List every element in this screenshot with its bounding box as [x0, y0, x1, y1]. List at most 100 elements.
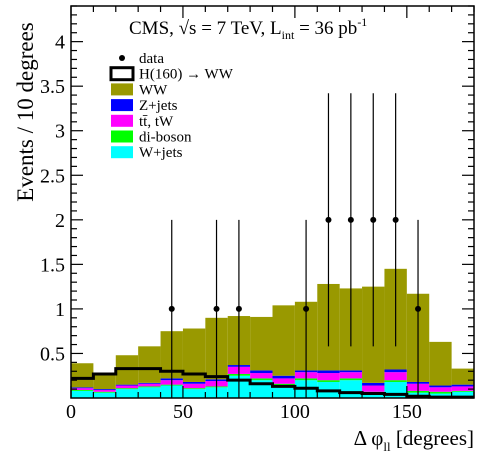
- bar-ttbar-17: [451, 386, 474, 391]
- bar-ttbar-5: [182, 383, 206, 389]
- data-point-4: [325, 216, 332, 223]
- legend-label-diboson: di-boson: [139, 130, 192, 146]
- bar-diboson-14: [384, 380, 407, 382]
- bar-zjets-9: [272, 375, 295, 379]
- title-subscript: int: [282, 28, 295, 42]
- bar-diboson-1: [93, 391, 116, 393]
- y-tick-label-4: 4: [55, 32, 65, 54]
- bar-wjets-0: [71, 390, 94, 398]
- bar-zjets-11: [317, 370, 340, 374]
- legend-label-higgs: H(160) → WW: [139, 67, 234, 83]
- chart-title: CMS, √s = 7 TeV, Lint = 36 pb-1: [129, 15, 367, 42]
- xlabel-main: Δ φ: [354, 426, 384, 450]
- bar-diboson-11: [317, 380, 340, 382]
- bar-ttbar-0: [71, 388, 94, 390]
- bar-diboson-2: [115, 388, 139, 390]
- legend-marker-higgs: [109, 66, 135, 82]
- bar-zjets-8: [250, 370, 273, 374]
- bar-ttbar-1: [93, 389, 116, 392]
- tick-labels: 0 50 100 150 0.5 1 1.5 2 2.5 3 3.5 4: [40, 32, 422, 423]
- bar-ttbar-11: [317, 373, 340, 381]
- legend-marker-ttbar: [111, 114, 133, 127]
- data-points: [168, 93, 422, 398]
- legend-label-wjets: W+jets: [139, 145, 183, 161]
- legend-label-data: data: [139, 51, 164, 67]
- bar-diboson-16: [429, 391, 452, 394]
- bar-ttbar-9: [272, 378, 295, 384]
- bar-ww-9: [272, 305, 295, 376]
- data-point-1: [213, 305, 220, 312]
- bar-ttbar-12: [339, 372, 363, 379]
- bar-wjets-17: [451, 391, 474, 398]
- y-axis-label: Events / 10 degrees: [13, 22, 38, 202]
- bar-ww-16: [429, 341, 452, 386]
- y-tick-label-2.5: 2.5: [40, 165, 65, 187]
- axis-ticks: [70, 5, 475, 398]
- legend-label-ttbar: tt̄, tW: [139, 114, 174, 130]
- bar-ttbar-13: [362, 385, 385, 392]
- y-tick-label-3: 3: [55, 121, 65, 143]
- bar-ww-5: [182, 328, 206, 382]
- bar-diboson-0: [71, 389, 94, 391]
- title-tail: = 36 pb: [294, 18, 357, 39]
- x-axis-label: Δ φll [degrees]: [354, 426, 474, 454]
- bar-diboson-9: [272, 383, 295, 386]
- y-tick-label-2: 2: [55, 210, 65, 232]
- bar-wjets-1: [93, 392, 116, 398]
- bar-diboson-12: [339, 378, 363, 381]
- higgs-step-line: [71, 367, 474, 399]
- bar-ttbar-3: [138, 383, 161, 387]
- data-point-3: [303, 305, 310, 312]
- bar-zjets-1: [93, 389, 116, 390]
- data-point-7: [392, 216, 399, 223]
- title-main: CMS, √s = 7 TeV, L: [129, 18, 282, 39]
- bar-zjets-17: [451, 384, 474, 387]
- x-tick-label-150: 150: [392, 401, 422, 423]
- bar-ttbar-8: [250, 373, 273, 379]
- bar-wjets-12: [339, 380, 363, 398]
- data-point-6: [370, 216, 377, 223]
- bar-zjets-0: [71, 387, 94, 389]
- y-tick-label-1: 1: [55, 299, 65, 321]
- bar-zjets-13: [362, 382, 385, 386]
- xlabel-tail: [degrees]: [391, 426, 474, 450]
- legend-marker-data: [119, 55, 125, 61]
- legend-marker-ww: [111, 83, 133, 96]
- legend-label-ww: WW: [139, 82, 168, 98]
- bar-diboson-5: [182, 388, 206, 390]
- legend-marker-zjets: [111, 99, 133, 112]
- bar-zjets-12: [339, 370, 363, 373]
- bar-zjets-16: [429, 385, 452, 388]
- higgs-outline: [71, 367, 474, 399]
- data-point-8: [415, 305, 422, 312]
- bar-wjets-5: [182, 389, 206, 398]
- bar-ww-0: [71, 363, 94, 388]
- bar-zjets-3: [138, 382, 161, 384]
- bar-ww-8: [250, 316, 273, 371]
- bar-zjets-14: [384, 369, 407, 373]
- x-tick-label-50: 50: [173, 401, 193, 423]
- bar-ttbar-14: [384, 372, 407, 381]
- y-tick-label-3.5: 3.5: [40, 76, 65, 98]
- stacked-bars: [71, 268, 474, 398]
- y-tick-label-1.5: 1.5: [40, 254, 65, 276]
- bar-wjets-3: [138, 387, 161, 398]
- bar-ttbar-16: [429, 387, 452, 392]
- data-point-5: [347, 216, 354, 223]
- bar-diboson-3: [138, 386, 161, 388]
- bar-ttbar-2: [115, 385, 139, 389]
- bar-zjets-5: [182, 381, 206, 384]
- legend-marker-wjets: [111, 146, 133, 159]
- bar-diboson-17: [451, 390, 474, 392]
- bar-wjets-13: [362, 393, 385, 398]
- title-superscript: -1: [357, 15, 367, 29]
- bar-wjets-9: [272, 385, 295, 398]
- bar-ww-3: [138, 346, 161, 383]
- bar-diboson-8: [250, 378, 273, 381]
- x-tick-label-0: 0: [66, 401, 76, 423]
- legend-marker-diboson: [111, 130, 133, 143]
- data-point-0: [168, 305, 175, 312]
- xlabel-subscript: ll: [383, 439, 391, 454]
